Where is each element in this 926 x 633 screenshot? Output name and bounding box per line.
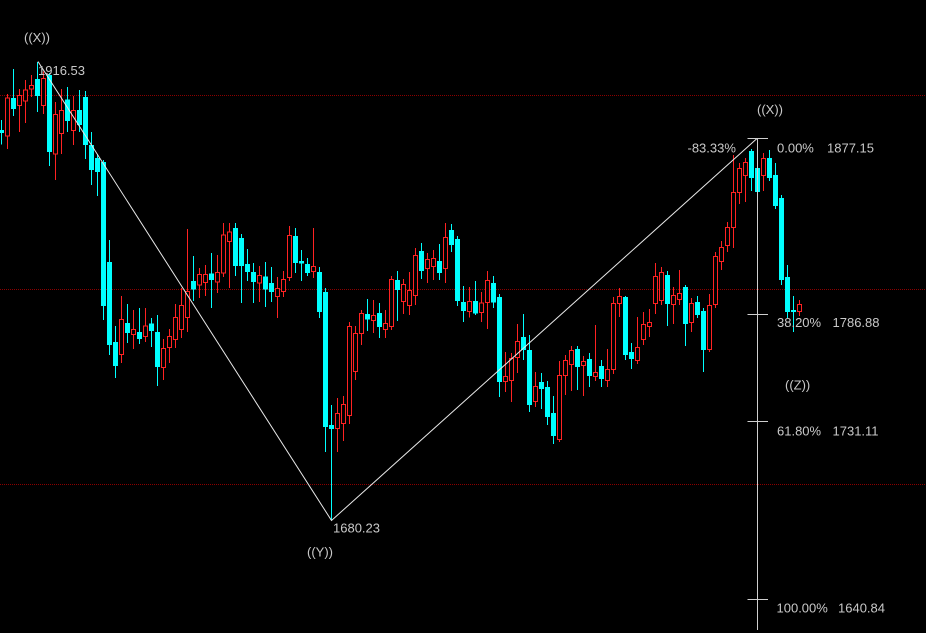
svg-text:1786.88: 1786.88 — [833, 315, 880, 330]
svg-text:((X)): ((X)) — [757, 102, 783, 117]
svg-text:-83.33%: -83.33% — [688, 141, 737, 156]
svg-text:61.80%: 61.80% — [777, 424, 822, 439]
svg-text:0.00%: 0.00% — [777, 141, 814, 156]
svg-text:1916.53: 1916.53 — [38, 63, 85, 78]
svg-text:1731.11: 1731.11 — [833, 424, 879, 439]
svg-text:38.20%: 38.20% — [777, 315, 822, 330]
svg-text:1877.15: 1877.15 — [827, 141, 874, 156]
svg-text:((X)): ((X)) — [24, 30, 50, 45]
svg-text:((Y)): ((Y)) — [307, 545, 333, 560]
svg-text:1640.84: 1640.84 — [838, 601, 885, 616]
svg-text:((Z)): ((Z)) — [785, 378, 810, 393]
svg-text:1680.23: 1680.23 — [333, 521, 380, 536]
svg-text:100.00%: 100.00% — [777, 601, 829, 616]
